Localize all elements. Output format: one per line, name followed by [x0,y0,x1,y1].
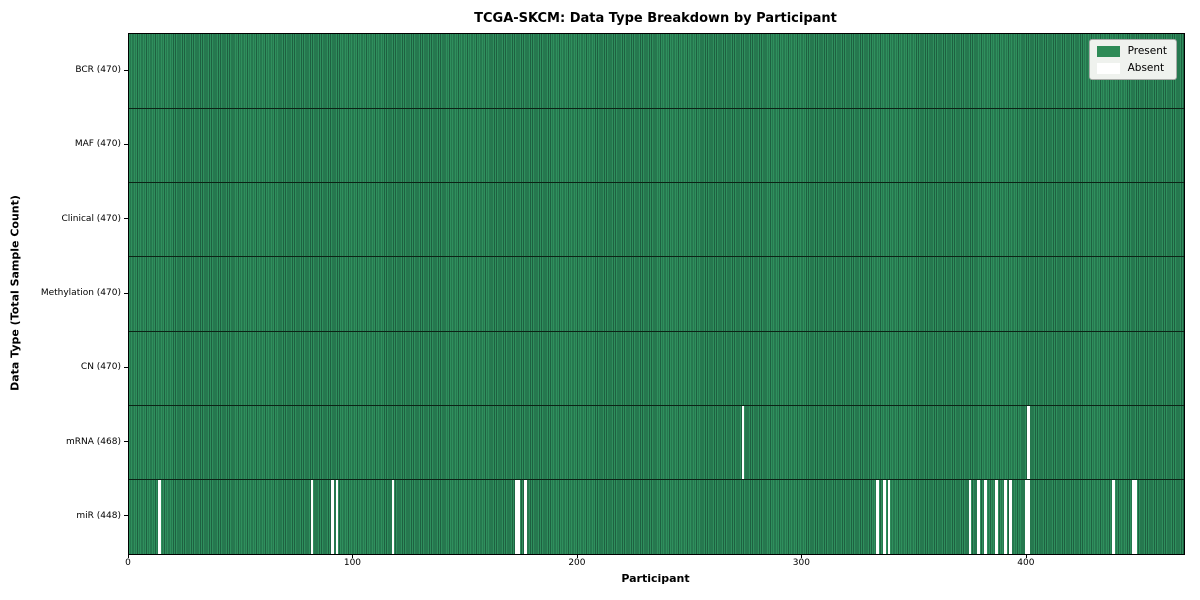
absent-gap [1026,479,1030,554]
y-tick [124,292,128,294]
y-tick [124,218,128,220]
y-tick-label-bcr: BCR (470) [75,65,121,76]
heatmap-row-maf [129,108,1184,183]
row-divider [129,182,1184,184]
absent-gap [1024,479,1028,554]
x-tick [801,554,803,558]
y-tick [124,143,128,145]
x-tick [1025,554,1027,558]
absent-gap [1004,479,1008,554]
y-tick [124,515,128,517]
row-divider [129,479,1184,481]
absent-gap [517,479,520,554]
absent-gap [331,479,334,554]
legend-label-absent: Absent [1127,62,1165,74]
absent-gap [984,479,987,554]
legend-label-present: Present [1127,45,1167,57]
absent-gap [887,479,891,554]
heatmap-row-bcr [129,34,1184,109]
absent-gap [310,479,314,554]
absent-gap [1132,479,1135,554]
absent-gap [158,479,161,554]
x-tick [128,554,129,558]
absent-gap [968,479,972,554]
absent-gap [515,479,518,554]
x-tick-label-100: 100 [343,558,362,568]
row-divider [129,107,1184,109]
y-tick-label-clinical: Clinical (470) [61,213,121,224]
y-tick [124,366,128,368]
x-axis-label: Participant [621,572,690,585]
absent-gap [391,479,395,554]
x-tick [576,554,578,558]
y-tick-label-mrna: mRNA (468) [66,436,121,447]
absent-gap [1112,479,1115,554]
absent-gap [876,479,880,554]
heatmap-row-methylation [129,256,1184,332]
absent-gap [1008,479,1012,554]
row-divider [129,404,1184,406]
legend-item-present: Present [1096,45,1167,57]
heatmap-row-mrna [129,405,1184,480]
y-tick-label-maf: MAF (470) [74,139,121,150]
y-tick [124,69,128,71]
legend-swatch-present [1096,45,1120,57]
x-tick [352,554,354,558]
y-tick-label-mir: miR (448) [76,510,121,521]
row-divider [129,330,1184,332]
absent-gap [883,479,886,554]
plot-area: Present Absent [128,33,1185,555]
y-tick-label-cn: CN (470) [80,362,121,373]
legend-swatch-absent [1096,62,1120,74]
heatmap-row-mir [129,479,1184,554]
chart-title: TCGA-SKCM: Data Type Breakdown by Partic… [474,11,837,26]
absent-gap [1026,405,1030,480]
absent-gap [524,479,527,554]
row-divider [129,256,1184,258]
absent-gap [1134,479,1138,554]
heatmap-row-cn [129,331,1184,406]
absent-gap [977,479,981,554]
y-tick [124,441,128,443]
absent-gap [995,479,999,554]
x-tick-label-200: 200 [568,558,586,568]
legend-item-absent: Absent [1096,62,1167,74]
x-tick-label-400: 400 [1017,558,1035,568]
x-tick-label-0: 0 [125,558,131,568]
heatmap-row-clinical [129,182,1184,257]
absent-gap [335,479,339,554]
legend: Present Absent [1088,39,1177,80]
x-tick-label-300: 300 [792,558,810,568]
y-tick-label-methylation: Methylation (470) [40,288,121,298]
absent-gap [741,405,745,480]
